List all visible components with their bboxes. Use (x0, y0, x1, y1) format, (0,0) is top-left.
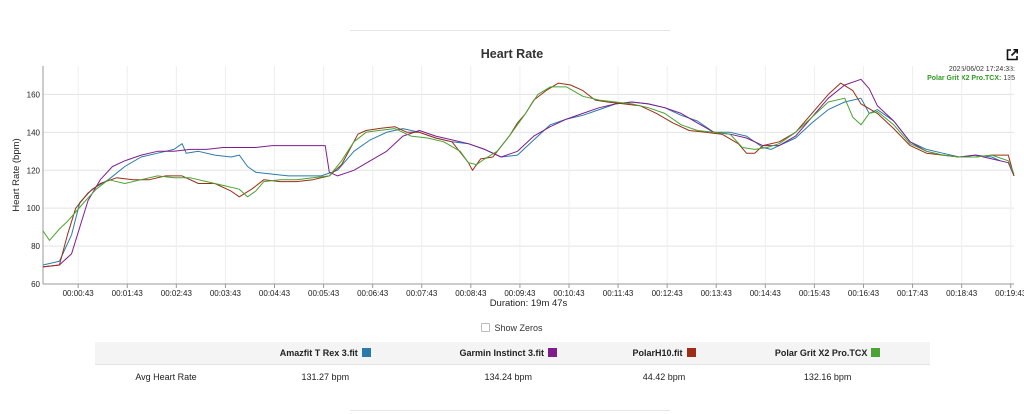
heart-rate-chart[interactable]: 60 80 100 120 140 160 00:00:43 00:01:43 00:02:43… (0, 60, 1024, 310)
summary-header-amazfit: Amazfit T Rex 3.fit (237, 342, 414, 365)
top-divider (350, 30, 670, 31)
x-tick-label: 00:19:43 (995, 289, 1024, 298)
show-zeros-checkbox[interactable] (481, 323, 491, 332)
avg-hr-amazfit: 131.27 bpm (301, 372, 350, 382)
column-name: Garmin Instinct 3.fit (459, 348, 544, 358)
table-row: Avg Heart Rate 131.27 bpm 134.24 bpm 44.… (95, 365, 930, 390)
x-tick-label: 00:10:43 (553, 289, 585, 298)
hover-tooltip: 2025/06/02 17:24:33: Polar Grit X2 Pro.T… (927, 65, 1015, 83)
export-arrow-icon[interactable] (1005, 48, 1019, 62)
x-tick-label: 00:01:43 (112, 289, 144, 298)
x-tick-label: 00:06:43 (357, 289, 389, 298)
summary-header-garmin: Garmin Instinct 3.fit (413, 342, 603, 365)
summary-header-polar-grit: Polar Grit X2 Pro.TCX (725, 342, 930, 365)
tooltip-value-row: Polar Grit X2 Pro.TCX: 135 (927, 74, 1015, 83)
x-tick-label: 00:04:43 (259, 289, 291, 298)
y-tick-label: 80 (31, 242, 40, 251)
y-tick-label: 100 (27, 204, 41, 213)
chart-title: Heart Rate (480, 47, 544, 61)
x-tick-label: 00:00:43 (63, 289, 95, 298)
x-tick-label: 00:13:43 (701, 289, 733, 298)
y-tick-label: 140 (27, 128, 41, 137)
column-name: PolarH10.fit (632, 348, 683, 358)
show-zeros-label: Show Zeros (494, 323, 543, 333)
color-swatch (686, 348, 696, 357)
summary-table: Amazfit T Rex 3.fit Garmin Instinct 3.fi… (95, 342, 930, 389)
x-tick-label: 00:17:43 (897, 289, 929, 298)
x-tick-label: 00:12:43 (652, 289, 684, 298)
column-name: Polar Grit X2 Pro.TCX (774, 348, 868, 358)
x-tick-label: 00:11:43 (603, 289, 634, 298)
series-line-2 (42, 82, 1015, 268)
column-name: Amazfit T Rex 3.fit (279, 348, 358, 358)
tooltip-timestamp: 2025/06/02 17:24:33: (948, 66, 1015, 73)
tooltip-value: 135 (1003, 75, 1015, 82)
bottom-divider (350, 410, 670, 411)
avg-hr-polar-grit: 132.16 bpm (803, 372, 852, 382)
x-tick-label: 00:07:43 (406, 289, 438, 298)
x-tick-label: 00:02:43 (161, 289, 193, 298)
y-tick-label: 60 (31, 280, 40, 289)
x-axis-label: Duration: 19m 47s (490, 298, 568, 309)
avg-hr-garmin: 134.24 bpm (484, 372, 533, 382)
x-tick-label: 00:18:43 (946, 289, 978, 298)
summary-header-polarh10: PolarH10.fit (602, 342, 726, 365)
tooltip-series-name: Polar Grit X2 Pro.TCX: (927, 75, 1002, 82)
x-tick-label: 00:08:43 (455, 289, 487, 298)
series-line-3 (42, 86, 1015, 241)
x-tick-label: 00:16:43 (848, 289, 880, 298)
x-tick-label: 00:09:43 (504, 289, 536, 298)
row-label: Avg Heart Rate (135, 372, 197, 382)
y-tick-label: 160 (27, 90, 41, 99)
summary-header-row: Amazfit T Rex 3.fit Garmin Instinct 3.fi… (95, 342, 930, 365)
series-line-1 (42, 78, 1015, 268)
y-tick-label: 120 (27, 166, 41, 175)
avg-hr-polarh10: 44.42 bpm (642, 372, 686, 382)
series-line-0 (42, 97, 1001, 266)
color-swatch (871, 348, 881, 357)
color-swatch (548, 348, 557, 357)
x-tick-label: 00:05:43 (308, 289, 340, 298)
x-tick-label: 00:03:43 (210, 289, 242, 298)
color-swatch (361, 348, 371, 357)
x-tick-label: 00:14:43 (750, 289, 782, 298)
summary-header-empty (95, 342, 237, 365)
y-axis-label: Heart Rate (bpm) (11, 138, 22, 211)
show-zeros-control[interactable]: Show Zeros (0, 323, 1024, 333)
x-tick-label: 00:15:43 (799, 289, 831, 298)
